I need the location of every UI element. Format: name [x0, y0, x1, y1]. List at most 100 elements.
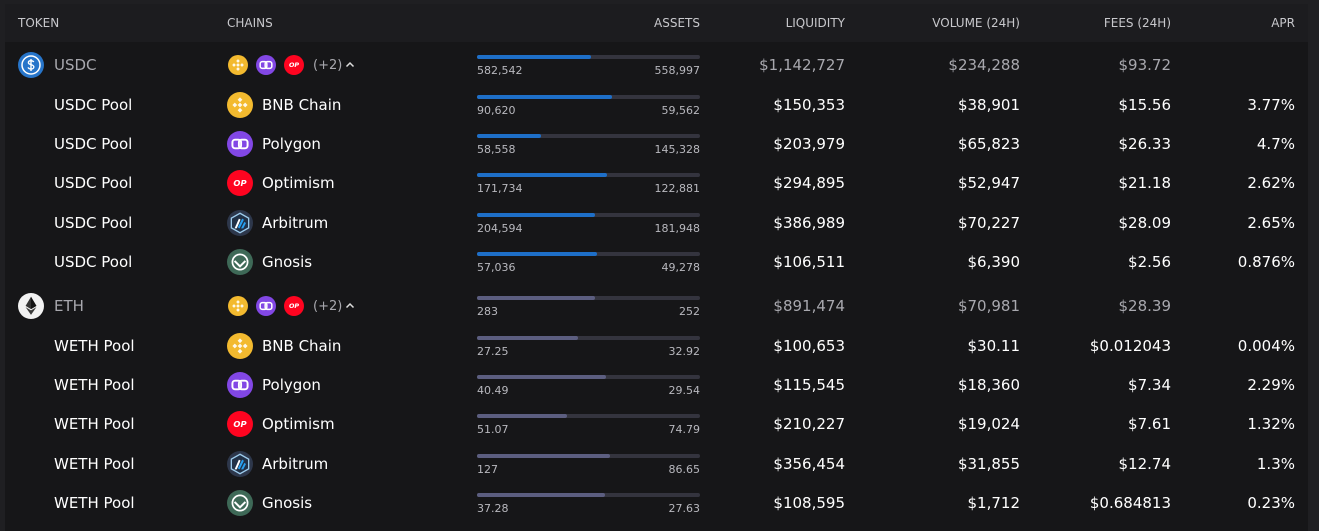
liquidity-value: $356,454 [773, 454, 845, 473]
asset-bar-fill [477, 55, 591, 59]
fees-value: $21.18 [1118, 174, 1172, 193]
asset-amount: 51.07 [477, 423, 509, 437]
op-icon-label: OP [288, 302, 300, 310]
volume-value: $70,227 [957, 213, 1020, 232]
asset-bar-fill [477, 493, 606, 498]
liquidity-value: $150,353 [773, 95, 845, 114]
asset-amount: 171,734 [477, 182, 523, 196]
asset-bar-fill [477, 453, 610, 458]
fees-value: $12.74 [1118, 454, 1172, 473]
apr-value: 1.3% [1256, 454, 1295, 473]
asset-amount: 27.63 [668, 502, 701, 516]
chain-name: Polygon [262, 134, 321, 153]
pool-name: WETH Pool [54, 336, 135, 355]
op-icon-label: OP [233, 419, 247, 430]
chain-name: BNB Chain [262, 336, 342, 355]
asset-bar-fill [477, 296, 595, 300]
column-header: VOLUME (24H) [932, 16, 1020, 30]
asset-amount: 59,562 [661, 103, 701, 117]
asset-amount: 181,948 [654, 221, 701, 235]
fees-value: $2.56 [1128, 253, 1171, 272]
chain-name: Gnosis [262, 494, 313, 513]
asset-amount: 27.25 [477, 344, 509, 358]
asset-bar-fill [477, 335, 578, 340]
apr-value: 2.29% [1247, 375, 1295, 394]
pool-name: USDC Pool [54, 253, 133, 272]
apr-value: 3.77% [1247, 95, 1295, 114]
apr-value: 1.32% [1247, 415, 1295, 434]
volume-value: $31,855 [957, 454, 1020, 473]
asset-amount: 29.54 [668, 383, 701, 397]
volume-value: $19,024 [957, 415, 1020, 434]
chain-icon [227, 170, 253, 197]
expand-chevron[interactable] [344, 59, 356, 71]
token-icon [18, 52, 44, 78]
liquidity-value: $1,142,727 [759, 56, 845, 74]
op-icon-label: OP [233, 178, 247, 189]
asset-amount: 86.65 [668, 462, 701, 476]
apr-value: 0.876% [1237, 253, 1295, 272]
asset-amount: 283 [477, 305, 498, 318]
chain-icon [284, 296, 304, 316]
token-name: ETH [54, 297, 84, 315]
chain-name: Polygon [262, 375, 321, 394]
chain-icon [227, 490, 253, 517]
chain-icon [227, 332, 253, 359]
expand-chevron[interactable] [344, 300, 356, 312]
op-icon-label: OP [288, 61, 300, 69]
chain-name: Optimism [262, 174, 335, 193]
pool-name: WETH Pool [54, 415, 135, 434]
table-header [5, 4, 1308, 42]
asset-amount: 58,558 [477, 142, 516, 156]
fees-value: $28.09 [1118, 213, 1172, 232]
asset-bar-fill [477, 414, 568, 419]
asset-bar-fill [477, 173, 607, 178]
asset-amount: 252 [679, 305, 700, 318]
volume-value: $1,712 [967, 494, 1021, 513]
more-chains: (+2) [313, 58, 343, 73]
liquidity-value: $210,227 [773, 415, 845, 434]
asset-amount: 32.92 [668, 344, 701, 358]
asset-amount: 122,881 [654, 182, 701, 196]
asset-amount: 40.49 [477, 383, 509, 397]
volume-value: $65,823 [957, 134, 1020, 153]
liquidity-value: $203,979 [773, 134, 845, 153]
volume-value: $234,288 [948, 56, 1020, 74]
chain-icon [284, 55, 304, 75]
fees-value: $28.39 [1118, 297, 1172, 315]
more-chains: (+2) [313, 299, 343, 314]
chain-name: Arbitrum [262, 454, 329, 473]
asset-amount: 582,542 [477, 64, 523, 77]
pool-name: USDC Pool [54, 134, 133, 153]
token-name: USDC [54, 56, 97, 74]
asset-amount: 127 [477, 462, 498, 476]
asset-amount: 90,620 [477, 103, 516, 117]
volume-value: $30.11 [967, 336, 1021, 355]
asset-amount: 145,328 [654, 142, 701, 156]
pool-name: USDC Pool [54, 213, 133, 232]
asset-bar-track [477, 335, 700, 340]
fees-value: $0.684813 [1089, 494, 1171, 513]
fees-value: $26.33 [1118, 134, 1172, 153]
chain-icon [227, 249, 253, 276]
liquidity-value: $386,989 [773, 213, 845, 232]
chain-icon [256, 296, 276, 316]
pool-name: USDC Pool [54, 174, 133, 193]
chain-name: Arbitrum [262, 213, 329, 232]
column-header: TOKEN [18, 16, 60, 30]
volume-value: $52,947 [957, 174, 1020, 193]
token-icon [18, 293, 44, 319]
chain-icon [227, 371, 253, 398]
asset-amount: 74.79 [668, 423, 701, 437]
chain-icon [227, 209, 253, 236]
volume-value: $6,390 [967, 253, 1021, 272]
liquidity-value: $115,545 [773, 375, 845, 394]
liquidity-value: $891,474 [773, 297, 845, 315]
fees-value: $7.34 [1128, 375, 1171, 394]
column-header: FEES (24H) [1103, 16, 1171, 30]
apr-value: 0.004% [1237, 336, 1295, 355]
chain-icon [256, 55, 276, 75]
liquidity-value: $100,653 [773, 336, 845, 355]
asset-amount: 37.28 [477, 502, 509, 516]
